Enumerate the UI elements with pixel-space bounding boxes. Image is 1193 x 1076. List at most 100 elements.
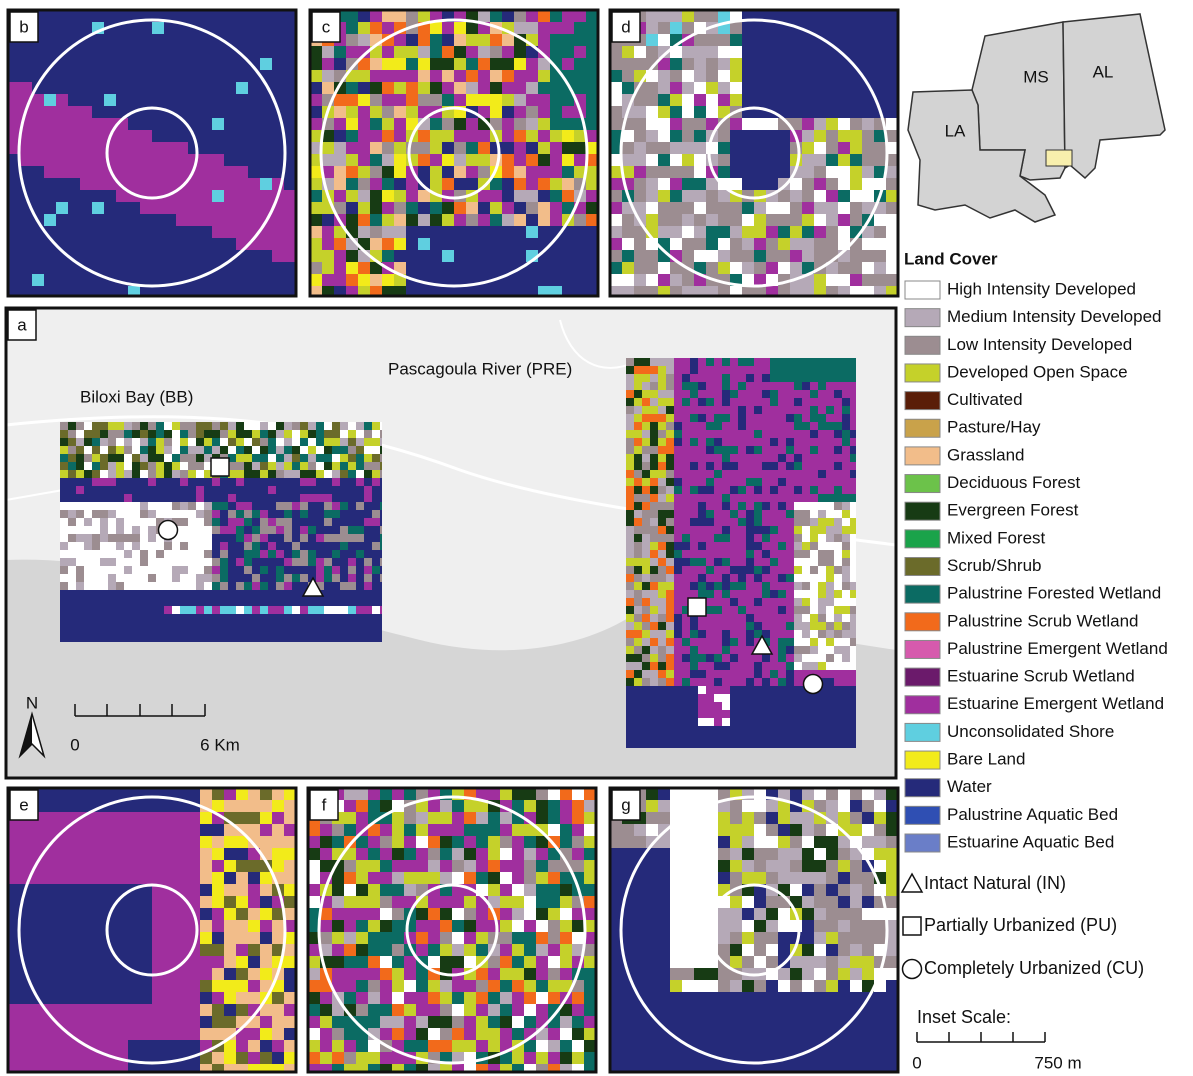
land-pixel	[416, 980, 428, 992]
land-pixel	[738, 446, 746, 454]
land-pixel	[212, 932, 224, 944]
land-pixel	[874, 130, 886, 142]
land-pixel	[502, 250, 514, 262]
land-pixel	[826, 118, 838, 130]
land-pixel	[200, 992, 212, 1004]
land-pixel	[20, 920, 32, 932]
land-pixel	[778, 358, 786, 366]
land-pixel	[324, 614, 332, 622]
land-pixel	[838, 82, 850, 94]
land-pixel	[236, 202, 248, 214]
land-pixel	[8, 824, 20, 836]
land-pixel	[56, 800, 68, 812]
land-pixel	[634, 1004, 646, 1016]
land-pixel	[308, 1040, 320, 1052]
land-pixel	[404, 980, 416, 992]
land-pixel	[802, 1004, 814, 1016]
land-pixel	[308, 1028, 320, 1040]
land-pixel	[416, 968, 428, 980]
land-pixel	[670, 1004, 682, 1016]
land-pixel	[584, 788, 596, 800]
land-pixel	[718, 860, 730, 872]
land-pixel	[188, 454, 196, 462]
land-pixel	[356, 836, 368, 848]
land-pixel	[68, 836, 80, 848]
land-pixel	[104, 884, 116, 896]
land-pixel	[92, 908, 104, 920]
land-pixel	[790, 238, 802, 250]
land-pixel	[886, 118, 898, 130]
land-pixel	[344, 908, 356, 920]
land-pixel	[116, 788, 128, 800]
land-pixel	[862, 34, 874, 46]
land-pixel	[164, 550, 172, 558]
land-pixel	[20, 214, 32, 226]
land-pixel	[368, 896, 380, 908]
land-pixel	[634, 932, 646, 944]
land-pixel	[714, 414, 722, 422]
land-pixel	[814, 896, 826, 908]
land-pixel	[802, 1052, 814, 1064]
land-pixel	[76, 422, 84, 430]
land-pixel	[44, 166, 56, 178]
land-pixel	[874, 836, 886, 848]
land-pixel	[284, 860, 296, 872]
land-pixel	[340, 510, 348, 518]
land-pixel	[108, 518, 116, 526]
land-pixel	[284, 920, 296, 932]
land-pixel	[60, 430, 68, 438]
land-pixel	[346, 34, 358, 46]
land-pixel	[850, 178, 862, 190]
land-pixel	[116, 10, 128, 22]
land-pixel	[164, 598, 172, 606]
land-pixel	[268, 638, 276, 642]
land-pixel	[690, 414, 698, 422]
land-pixel	[260, 438, 268, 446]
land-pixel	[132, 550, 140, 558]
land-pixel	[196, 630, 204, 638]
land-pixel	[236, 944, 248, 956]
land-pixel	[84, 550, 92, 558]
land-pixel	[8, 58, 20, 70]
land-pixel	[128, 130, 140, 142]
land-pixel	[488, 992, 500, 1004]
land-pixel	[790, 250, 802, 262]
land-pixel	[128, 94, 140, 106]
land-pixel	[260, 824, 272, 836]
land-pixel	[754, 848, 766, 860]
land-pixel	[68, 446, 76, 454]
land-pixel	[212, 478, 220, 486]
land-pixel	[550, 274, 562, 286]
land-pixel	[766, 250, 778, 262]
land-pixel	[284, 630, 292, 638]
land-pixel	[826, 944, 838, 956]
land-pixel	[92, 118, 104, 130]
land-pixel	[8, 262, 20, 274]
land-pixel	[148, 470, 156, 478]
land-pixel	[310, 94, 322, 106]
land-pixel	[204, 446, 212, 454]
land-pixel	[164, 1028, 176, 1040]
land-pixel	[584, 884, 596, 896]
land-pixel	[140, 566, 148, 574]
land-pixel	[536, 992, 548, 1004]
land-pixel	[404, 1064, 416, 1072]
land-pixel	[260, 836, 272, 848]
land-pixel	[92, 502, 100, 510]
land-pixel	[786, 454, 794, 462]
land-pixel	[204, 542, 212, 550]
land-pixel	[826, 968, 838, 980]
land-pixel	[538, 190, 550, 202]
land-pixel	[104, 1028, 116, 1040]
land-pixel	[128, 166, 140, 178]
land-pixel	[248, 932, 260, 944]
land-pixel	[682, 788, 694, 800]
land-pixel	[140, 526, 148, 534]
land-pixel	[670, 106, 682, 118]
land-pixel	[674, 446, 682, 454]
land-pixel	[406, 70, 418, 82]
land-pixel	[116, 202, 128, 214]
land-pixel	[722, 358, 730, 366]
land-pixel	[164, 130, 176, 142]
land-pixel	[20, 992, 32, 1004]
